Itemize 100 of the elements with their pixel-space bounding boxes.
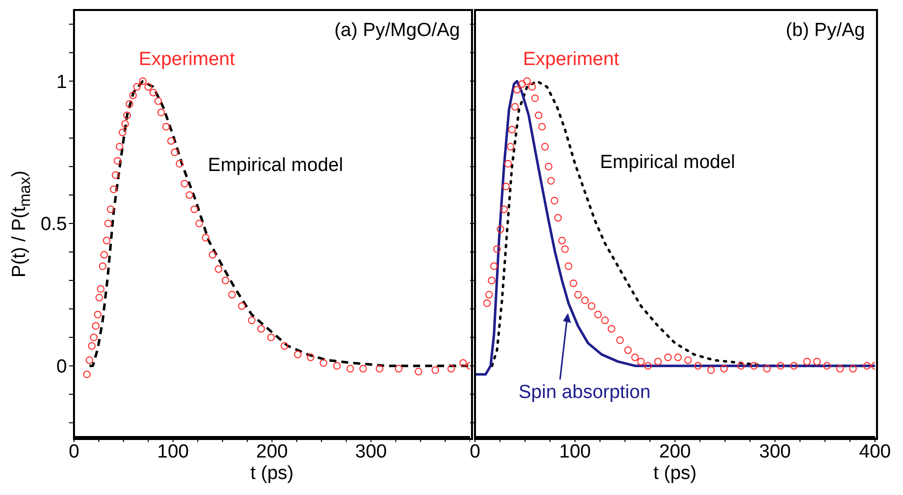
point: [684, 356, 692, 364]
point: [601, 316, 609, 324]
point: [664, 353, 672, 362]
y-tick-label: 0: [56, 356, 67, 378]
point: [720, 364, 728, 372]
point: [506, 142, 514, 150]
point: [508, 126, 516, 134]
point: [414, 368, 422, 376]
point: [248, 316, 256, 324]
point: [195, 220, 204, 228]
point: [488, 276, 496, 284]
point: [485, 290, 493, 298]
point: [157, 108, 165, 116]
point: [149, 88, 157, 96]
point: [208, 251, 216, 259]
point: [534, 112, 542, 120]
series-label: Empirical model: [208, 154, 344, 177]
x-tick-label: 300: [355, 441, 387, 462]
point: [222, 276, 230, 284]
point: [694, 362, 702, 370]
point: [95, 294, 104, 302]
point: [190, 205, 198, 214]
point: [513, 86, 521, 94]
point: [154, 97, 162, 105]
point: [490, 262, 498, 270]
series-label: Spin absorption: [518, 382, 651, 404]
series-label: Experiment: [138, 49, 235, 72]
point: [202, 234, 210, 242]
point: [570, 279, 578, 288]
point: [346, 364, 354, 372]
point: [561, 245, 569, 253]
point: [547, 177, 555, 185]
point: [483, 299, 491, 308]
point: [707, 366, 715, 374]
point: [104, 220, 112, 228]
point: [447, 364, 455, 372]
point: [813, 358, 821, 366]
point: [528, 83, 536, 91]
point: [836, 364, 844, 372]
point: [523, 77, 531, 85]
point: [180, 180, 188, 188]
point: [432, 366, 440, 374]
point: [737, 362, 745, 370]
x-tick-label: 400: [859, 441, 891, 462]
point: [631, 353, 639, 362]
point: [674, 353, 682, 362]
point: [126, 100, 134, 108]
x-tick-label: 200: [659, 441, 691, 462]
point: [502, 182, 510, 190]
point: [763, 364, 771, 372]
point: [92, 322, 100, 330]
x-tick-label: 0: [470, 441, 480, 462]
point: [750, 362, 758, 370]
series-label: Experiment: [523, 49, 620, 72]
point: [170, 148, 178, 156]
point: [94, 310, 102, 318]
point: [162, 122, 170, 131]
point: [496, 225, 504, 233]
point: [333, 362, 341, 370]
point: [637, 358, 645, 366]
text: (a) Py/MgO/Ag: [334, 20, 460, 42]
point: [376, 364, 384, 372]
point: [790, 362, 798, 370]
x-tick-label: 100: [157, 441, 189, 462]
point: [116, 142, 124, 150]
point: [98, 262, 107, 270]
point: [238, 302, 246, 310]
point: [511, 102, 519, 111]
point: [558, 236, 566, 244]
point: [139, 77, 147, 85]
point: [280, 342, 288, 350]
point: [121, 120, 129, 128]
point: [541, 142, 549, 150]
point: [776, 362, 784, 370]
point: [564, 262, 572, 270]
point: [644, 362, 652, 370]
x-axis-title: t (ps): [652, 463, 698, 485]
x-tick-label: 300: [759, 441, 791, 462]
point: [320, 359, 328, 367]
point: [106, 205, 114, 214]
point: [144, 83, 152, 91]
point: [118, 128, 126, 136]
point: [267, 334, 275, 342]
point: [624, 346, 632, 354]
point: [608, 325, 616, 333]
point: [394, 364, 403, 372]
point: [544, 162, 552, 170]
point: [493, 245, 501, 253]
text: (b) Py/Ag: [786, 20, 865, 42]
point: [574, 290, 582, 298]
point: [100, 251, 108, 259]
point: [133, 83, 141, 91]
point: [96, 285, 105, 293]
point: [214, 265, 222, 273]
point: [114, 157, 122, 165]
x-tick-label: 200: [256, 441, 288, 462]
point: [176, 160, 184, 168]
x-tick-label: 100: [559, 441, 591, 462]
y-tick-label: 1: [56, 72, 67, 93]
point: [863, 362, 871, 370]
